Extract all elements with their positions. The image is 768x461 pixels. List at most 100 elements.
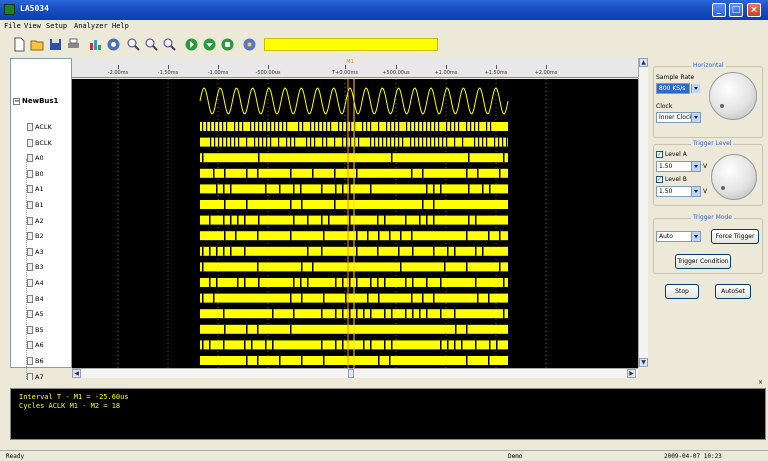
chevron-down-icon[interactable] bbox=[691, 84, 700, 93]
trigger-mode-select[interactable]: Auto bbox=[656, 231, 701, 242]
stop-button[interactable]: Stop bbox=[665, 284, 699, 299]
sample-rate-select[interactable]: 800 KS/s bbox=[656, 83, 700, 94]
time-ruler[interactable]: -2.00ms -1.50ms -1.00ms -500.00us T+0.00ms +5… bbox=[72, 58, 638, 78]
channel-item[interactable]: B4 bbox=[27, 294, 44, 307]
channel-item[interactable]: B3 bbox=[27, 263, 44, 275]
channel-item[interactable]: B6 bbox=[27, 357, 44, 369]
scroll-thumb[interactable] bbox=[348, 369, 354, 378]
menu-help[interactable]: Help bbox=[112, 22, 129, 30]
level-a-unit: V bbox=[703, 163, 708, 170]
scroll-right-icon[interactable]: ▶ bbox=[627, 369, 636, 378]
force-trigger-button[interactable]: Force Trigger bbox=[711, 229, 759, 244]
run-icon[interactable] bbox=[184, 37, 199, 52]
check-icon[interactable]: ✓ bbox=[656, 151, 663, 158]
maximize-button[interactable]: □ bbox=[729, 3, 743, 17]
level-b-select[interactable]: 1.50 bbox=[656, 186, 701, 197]
channel-label: B2 bbox=[35, 232, 44, 241]
chevron-down-icon[interactable] bbox=[691, 162, 700, 171]
zoom-fit-icon[interactable] bbox=[162, 37, 177, 52]
stop-icon[interactable] bbox=[220, 37, 235, 52]
channel-icon bbox=[27, 263, 33, 272]
bus-label: NewBus1 bbox=[22, 97, 59, 105]
trigger-condition-button[interactable]: Trigger Condition bbox=[675, 254, 731, 269]
channel-label: ACLK bbox=[35, 123, 52, 131]
ruler-tick-mark bbox=[496, 65, 497, 69]
vertical-scrollbar[interactable]: ▲ ▼ bbox=[638, 58, 648, 368]
scroll-up-icon[interactable]: ▲ bbox=[639, 58, 648, 67]
ruler-tick-label: T+0.00ms bbox=[332, 70, 358, 76]
new-file-icon[interactable] bbox=[12, 37, 27, 52]
level-a-select[interactable]: 1.50 bbox=[656, 161, 701, 172]
chevron-down-icon[interactable] bbox=[691, 187, 700, 196]
zoom-out-icon[interactable] bbox=[144, 37, 159, 52]
print-icon[interactable] bbox=[66, 37, 81, 52]
channel-item[interactable]: B0 bbox=[27, 169, 44, 182]
waveform-area[interactable] bbox=[72, 79, 638, 368]
channel-item[interactable]: BCLK bbox=[27, 138, 52, 151]
check-icon[interactable]: ✓ bbox=[656, 176, 663, 183]
ruler-tick-mark bbox=[168, 65, 169, 69]
status-text: Ready bbox=[6, 453, 25, 460]
channel-item[interactable]: B1 bbox=[27, 201, 44, 213]
info-icon[interactable] bbox=[242, 37, 257, 52]
scroll-left-icon[interactable]: ◀ bbox=[72, 369, 81, 378]
channel-label: A6 bbox=[35, 341, 44, 350]
open-folder-icon[interactable] bbox=[30, 37, 45, 52]
minimize-button[interactable]: _ bbox=[712, 3, 726, 17]
knob-indicator bbox=[721, 186, 725, 190]
channel-item[interactable]: A4 bbox=[27, 279, 44, 291]
channel-item[interactable]: A3 bbox=[27, 247, 44, 260]
channel-item[interactable]: B5 bbox=[27, 325, 44, 338]
chevron-down-icon[interactable] bbox=[691, 232, 700, 241]
channel-label: B0 bbox=[35, 169, 44, 178]
zoom-in-icon[interactable] bbox=[126, 37, 141, 52]
progress-indicator bbox=[264, 38, 438, 51]
channel-item[interactable]: A6 bbox=[27, 341, 44, 353]
title-bar[interactable]: LA5034 _ □ × bbox=[0, 0, 768, 20]
menu-bar: File View Setup Analyzer Help bbox=[0, 21, 768, 33]
channel-item[interactable]: A2 bbox=[27, 216, 44, 229]
level-b-checkbox[interactable]: ✓ Level B bbox=[656, 176, 687, 183]
channel-item[interactable]: B2 bbox=[27, 232, 44, 244]
settings-icon[interactable] bbox=[106, 37, 121, 52]
channel-item[interactable]: A5 bbox=[27, 310, 44, 322]
menu-file[interactable]: File bbox=[4, 22, 21, 30]
channel-item[interactable]: ACLK bbox=[27, 123, 52, 135]
channel-icon bbox=[27, 201, 33, 209]
horizontal-scrollbar[interactable]: ◀ ▶ bbox=[72, 368, 638, 378]
menu-setup[interactable]: Setup bbox=[46, 22, 68, 30]
single-run-icon[interactable] bbox=[202, 37, 217, 52]
close-button[interactable]: × bbox=[747, 3, 761, 17]
close-icon[interactable]: × bbox=[757, 379, 763, 386]
autoset-button[interactable]: AutoSet bbox=[715, 284, 751, 299]
channel-list: − NewBus1 ACLK BCLK A0 B0 A1 B1 A2 B2 A3 B3 A4 B4 A5 B… bbox=[10, 58, 72, 419]
menu-analyzer[interactable]: Analyzer bbox=[74, 22, 108, 30]
collapse-icon[interactable]: − bbox=[13, 97, 20, 105]
ruler-tick-mark bbox=[118, 65, 119, 69]
ruler-tick-mark bbox=[268, 65, 269, 69]
sample-rate-label: Sample Rate bbox=[656, 74, 695, 81]
chevron-down-icon[interactable] bbox=[691, 113, 700, 122]
save-icon[interactable] bbox=[48, 37, 63, 52]
timebase-knob[interactable] bbox=[709, 72, 757, 120]
channel-item[interactable]: A1 bbox=[27, 185, 44, 197]
channel-label: BCLK bbox=[35, 138, 52, 147]
level-a-checkbox[interactable]: ✓ Level A bbox=[656, 151, 687, 158]
channel-icon bbox=[27, 247, 33, 256]
channel-icon bbox=[27, 341, 33, 350]
channel-label: A0 bbox=[35, 154, 44, 163]
bus-node[interactable]: − NewBus1 bbox=[13, 97, 58, 105]
trigger-level-knob[interactable] bbox=[711, 154, 757, 200]
channel-item[interactable]: A0 bbox=[27, 154, 44, 166]
scroll-down-icon[interactable]: ▼ bbox=[639, 358, 648, 367]
channel-icon bbox=[27, 232, 33, 241]
channel-label: A5 bbox=[35, 310, 44, 319]
channel-label: B1 bbox=[35, 201, 44, 209]
marker-label[interactable]: M1 bbox=[346, 59, 354, 65]
clock-select[interactable]: Inner Clock bbox=[656, 112, 701, 123]
menu-view[interactable]: View bbox=[24, 22, 41, 30]
channel-label: B6 bbox=[35, 357, 44, 365]
console-line-cycles: Cycles ACLK M1 - M2 = 18 bbox=[19, 402, 121, 410]
chart-icon[interactable] bbox=[88, 37, 103, 52]
tree-line bbox=[26, 159, 27, 419]
